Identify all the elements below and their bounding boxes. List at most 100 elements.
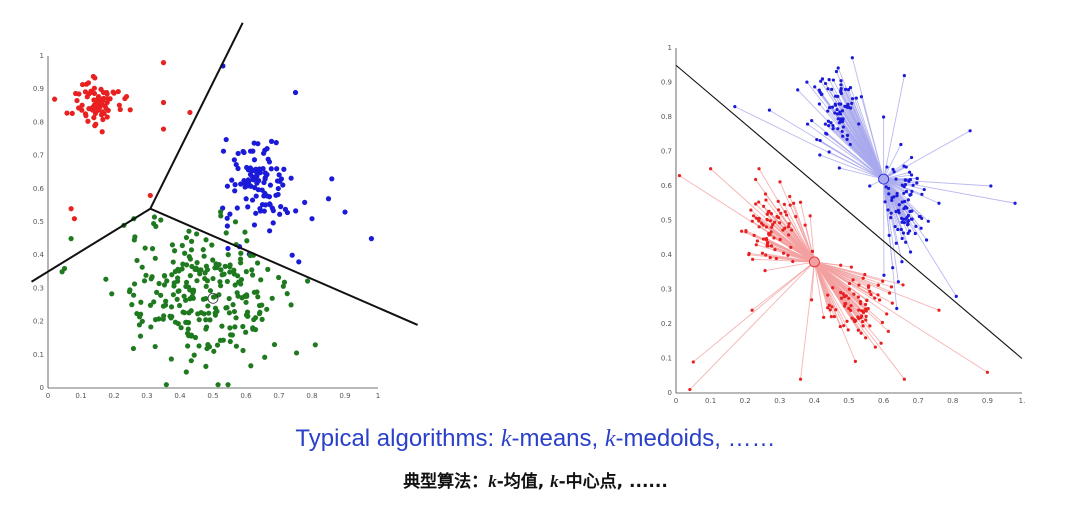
kmedoids-point-blue	[922, 187, 926, 192]
kmeans-point-green	[293, 350, 300, 356]
kmedoids-point-blue	[887, 233, 891, 237]
kmedoids-point-red	[766, 210, 770, 214]
kmeans-point-red	[68, 206, 74, 212]
kmedoids-spoke-red	[766, 238, 815, 263]
kmeans-y-tick-label: 0.4	[33, 251, 45, 259]
kmeans-point-red	[90, 73, 96, 80]
kmedoids-point-red	[786, 225, 791, 229]
kmeans-point-red	[187, 109, 193, 116]
kmedoids-point-blue	[841, 134, 845, 138]
kmeans-point-blue	[235, 150, 241, 157]
kmeans-point-green	[203, 317, 209, 323]
kmedoids-point-blue	[841, 117, 845, 121]
kmeans-point-blue	[235, 165, 241, 172]
kmedoids-point-red	[869, 292, 873, 297]
kmeans-y-tick-label: 0.1	[33, 351, 44, 359]
kmeans-point-red	[64, 110, 70, 116]
kmedoids-y-tick-label: 0	[668, 389, 672, 397]
kmeans-point-green	[202, 275, 208, 282]
kmedoids-point-blue	[907, 178, 911, 183]
kmedoids-point-blue	[954, 294, 958, 298]
kmedoids-point-red	[763, 269, 767, 273]
kmeans-point-green	[256, 302, 263, 309]
kmeans-point-green	[207, 317, 213, 323]
kmedoids-point-red	[881, 279, 885, 283]
kmeans-point-green	[184, 319, 190, 325]
kmedoids-point-blue	[891, 266, 895, 270]
kmedoids-point-blue	[843, 87, 848, 91]
kmeans-point-red	[85, 80, 92, 86]
kmedoids-point-blue	[919, 226, 923, 230]
kmedoids-point-red	[880, 320, 885, 325]
kmeans-point-green	[229, 332, 235, 338]
kmeans-point-red	[104, 114, 110, 120]
kmedoids-point-red	[769, 212, 773, 216]
kmeans-point-green	[240, 323, 246, 330]
kmedoids-point-blue	[833, 111, 837, 115]
kmedoids-point-blue	[868, 184, 872, 188]
kmeans-point-blue	[281, 166, 287, 172]
kmedoids-point-blue	[889, 216, 893, 220]
kmedoids-point-blue	[902, 74, 906, 78]
kmeans-point-red	[94, 101, 100, 107]
kmedoids-point-blue	[838, 112, 843, 116]
kmeans-point-blue	[274, 166, 280, 172]
kmeans-point-blue	[342, 209, 348, 215]
kmedoids-point-blue	[857, 122, 861, 126]
kmeans-point-green	[158, 292, 164, 298]
kmedoids-spoke-red	[783, 204, 815, 263]
kmeans-point-green	[227, 262, 233, 268]
kmeans-point-green	[163, 298, 169, 304]
kmedoids-point-blue	[836, 112, 840, 116]
kmeans-y-tick-label: 0.5	[33, 218, 44, 226]
kmedoids-point-blue	[826, 119, 830, 123]
kmedoids-point-blue	[894, 177, 898, 181]
kmeans-point-green	[180, 261, 186, 267]
kmedoids-spoke-blue	[837, 118, 884, 180]
kmeans-point-red	[79, 81, 86, 88]
kmedoids-point-blue	[883, 200, 887, 204]
kmeans-point-green	[188, 247, 195, 253]
kmeans-point-green	[141, 278, 148, 284]
kmeans-point-blue	[325, 196, 332, 202]
kmedoids-spoke-red	[814, 261, 988, 373]
kmeans-point-blue	[223, 136, 229, 143]
kmeans-point-green	[223, 230, 229, 236]
kmedoids-point-red	[885, 312, 889, 316]
kmedoids-point-blue	[805, 122, 810, 126]
kmeans-point-blue	[266, 194, 273, 200]
kmeans-point-green	[181, 293, 187, 299]
kmedoids-spoke-red	[814, 261, 860, 286]
kmedoids-point-blue	[824, 131, 828, 135]
kmedoids-spoke-blue	[883, 178, 991, 187]
kmedoids-spoke-blue	[819, 154, 884, 180]
caption-zh-prefix: 典型算法：	[403, 472, 489, 492]
kmeans-point-blue	[262, 170, 268, 176]
kmeans-point-red	[85, 118, 91, 124]
kmedoids-point-blue	[843, 104, 847, 108]
kmedoids-point-red	[856, 315, 860, 319]
kmedoids-point-blue	[845, 137, 849, 141]
kmedoids-point-blue	[884, 185, 888, 189]
kmeans-point-green	[288, 302, 294, 308]
caption-medoids: -medoids, ……	[615, 425, 776, 452]
kmeans-point-blue	[278, 204, 284, 210]
kmedoids-point-blue	[839, 102, 843, 106]
kmeans-point-green	[216, 261, 222, 268]
kmeans-y-tick-label: 0.9	[33, 85, 44, 93]
kmedoids-point-red	[865, 298, 869, 302]
kmedoids-x-tick-label: 0.1	[705, 397, 716, 405]
kmedoids-point-blue	[909, 155, 914, 160]
kmedoids-point-blue	[829, 121, 833, 125]
kmeans-point-blue	[232, 188, 238, 194]
kmedoids-spoke-red	[710, 168, 815, 263]
kmeans-point-green	[217, 337, 224, 343]
kmedoids-point-blue	[820, 77, 825, 81]
kmeans-point-green	[226, 295, 232, 302]
kmedoids-point-blue	[767, 108, 772, 112]
kmedoids-spoke-red	[764, 261, 815, 272]
kmedoids-y-tick-label: 0.2	[661, 320, 672, 328]
kmedoids-point-red	[827, 303, 831, 307]
kmedoids-point-blue	[839, 83, 843, 87]
kmedoids-point-red	[857, 308, 861, 312]
